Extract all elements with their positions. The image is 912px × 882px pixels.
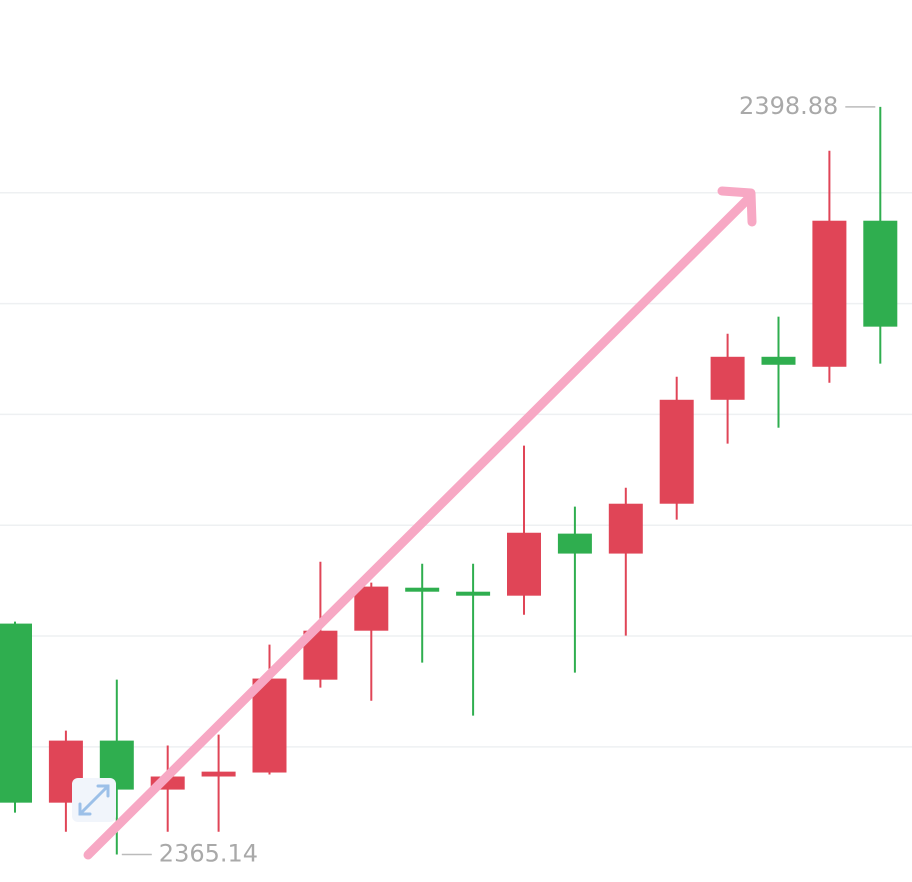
candle-body: [0, 623, 32, 803]
arrow-shaft: [83, 192, 755, 860]
candle-body: [608, 503, 643, 554]
grid: [0, 192, 912, 748]
candle-body: [201, 771, 236, 777]
candle-body: [761, 356, 796, 365]
arrow-head: [717, 186, 757, 227]
candle-body: [812, 220, 847, 367]
min-label: 2365.14: [159, 840, 258, 868]
candle-body: [659, 399, 694, 504]
candles: [0, 106, 898, 855]
candle-body: [863, 220, 898, 327]
candle-body: [557, 533, 592, 554]
icon-corner: [96, 784, 110, 798]
icon-line: [78, 784, 110, 816]
candle-body: [507, 532, 541, 596]
max-label: 2398.88: [739, 92, 838, 120]
expand-icon: [72, 778, 116, 822]
icon-corner: [78, 802, 92, 816]
candle-body: [252, 678, 287, 773]
trend-arrow: [83, 186, 757, 860]
candle-body: [710, 356, 745, 400]
candle-body: [405, 587, 440, 592]
candle-body: [354, 586, 389, 631]
candle-body: [456, 591, 491, 596]
extreme-labels: 2398.88 2365.14: [121, 92, 876, 868]
